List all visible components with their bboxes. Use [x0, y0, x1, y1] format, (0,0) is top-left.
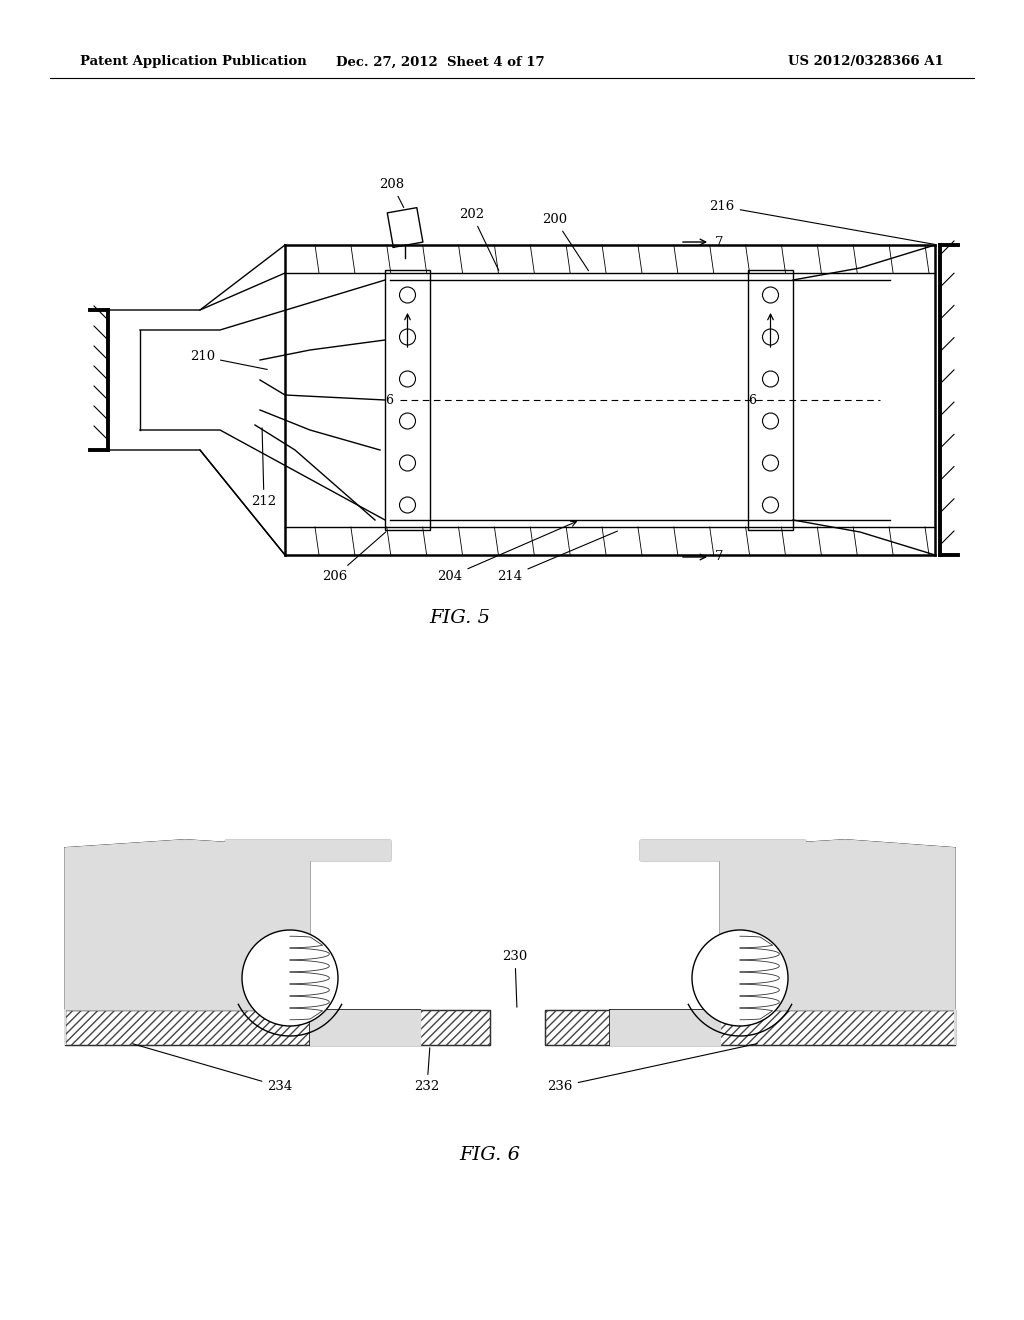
- Bar: [65, 1010, 490, 1045]
- Text: US 2012/0328366 A1: US 2012/0328366 A1: [788, 55, 944, 69]
- Text: 202: 202: [460, 209, 499, 271]
- Text: 236: 236: [547, 1044, 758, 1093]
- Text: 6: 6: [749, 393, 757, 407]
- Text: 206: 206: [323, 532, 386, 583]
- Circle shape: [242, 931, 338, 1026]
- Polygon shape: [640, 840, 805, 861]
- Polygon shape: [65, 840, 310, 1045]
- Text: Patent Application Publication: Patent Application Publication: [80, 55, 307, 69]
- Polygon shape: [610, 1010, 720, 1045]
- Text: 212: 212: [252, 428, 276, 508]
- Polygon shape: [65, 840, 310, 1045]
- Text: 214: 214: [498, 531, 617, 583]
- Polygon shape: [225, 840, 390, 861]
- Text: Dec. 27, 2012  Sheet 4 of 17: Dec. 27, 2012 Sheet 4 of 17: [336, 55, 545, 69]
- Text: 7: 7: [715, 235, 724, 248]
- Polygon shape: [310, 1010, 420, 1045]
- Text: 208: 208: [380, 178, 404, 207]
- Text: 7: 7: [715, 550, 724, 564]
- Polygon shape: [720, 840, 955, 1045]
- Polygon shape: [310, 1010, 420, 1045]
- Polygon shape: [640, 840, 805, 861]
- Circle shape: [692, 931, 788, 1026]
- Text: 204: 204: [437, 521, 577, 583]
- Text: 230: 230: [503, 950, 527, 1007]
- Bar: [545, 1010, 955, 1045]
- Polygon shape: [610, 1010, 720, 1045]
- Bar: [65, 1010, 490, 1045]
- Text: 232: 232: [415, 1048, 439, 1093]
- Bar: [748, 271, 793, 531]
- Text: 210: 210: [189, 350, 267, 370]
- Text: 216: 216: [710, 201, 935, 244]
- Text: 234: 234: [133, 1044, 293, 1093]
- Polygon shape: [225, 840, 390, 861]
- Bar: [385, 271, 430, 531]
- Text: 200: 200: [543, 213, 589, 271]
- Text: 6: 6: [385, 393, 393, 407]
- Text: FIG. 6: FIG. 6: [460, 1146, 520, 1164]
- Text: FIG. 5: FIG. 5: [429, 609, 490, 627]
- Bar: [545, 1010, 955, 1045]
- Polygon shape: [720, 840, 955, 1045]
